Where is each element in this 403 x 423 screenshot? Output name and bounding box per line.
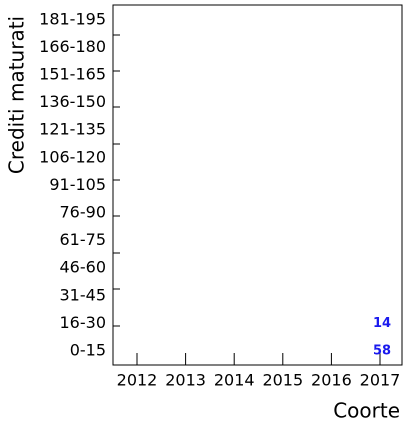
y-axis-ticks [113,34,120,327]
y-tick-label: 16-30 [60,313,107,332]
x-tick-label: 2014 [214,371,255,390]
plot-frame [112,4,403,366]
value-label: 14 [373,316,391,331]
y-tick-label: 181-195 [39,9,106,28]
y-tick-label: 0-15 [70,341,106,360]
y-axis-label: Crediti maturati [5,16,29,174]
x-tick-label: 2017 [360,371,401,390]
y-tick-label: 166-180 [39,37,106,56]
y-tick-label: 91-105 [49,175,106,194]
x-tick-label: 2012 [117,371,158,390]
x-tick-label: 2013 [165,371,206,390]
y-tick-label: 46-60 [60,258,107,277]
y-tick-label: 61-75 [60,230,107,249]
y-tick-label: 31-45 [60,285,107,304]
x-tick-label: 2015 [262,371,303,390]
x-tick-label: 2016 [311,371,352,390]
y-tick-label: 121-135 [39,120,106,139]
value-label: 58 [373,344,391,359]
y-tick-label: 106-120 [39,147,106,166]
y-tick-label: 151-165 [39,65,106,84]
x-axis-label: Coorte [333,399,400,423]
y-tick-label: 136-150 [39,92,106,111]
y-tick-label: 76-90 [60,203,107,222]
